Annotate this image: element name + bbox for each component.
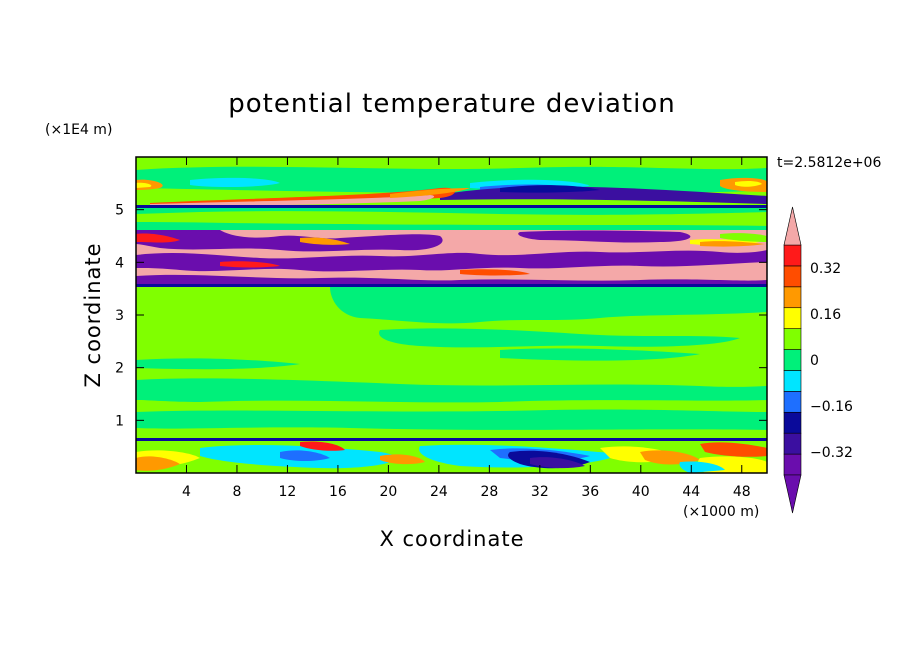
colorbar-segment (783, 370, 802, 392)
colorbar-segment (783, 328, 802, 350)
chart-title: potential temperature deviation (228, 89, 675, 119)
colorbar-label: 0 (810, 353, 819, 369)
field-body-zero-6 (500, 348, 700, 361)
x-tick-label: 36 (581, 484, 599, 500)
field-top-yellow-left (136, 182, 152, 188)
colorbar-segment (783, 391, 802, 413)
colorbar-over-arrow (783, 206, 802, 246)
x-tick-label: 16 (329, 484, 347, 500)
colorbar-segment (783, 286, 802, 309)
field-alt-purple-2 (136, 250, 767, 272)
y-axis-title: Z coordinate (81, 242, 105, 387)
x-tick-label: 48 (733, 484, 751, 500)
x-tick-label: 28 (480, 484, 498, 500)
field-low-red-1 (300, 441, 345, 451)
time-label: t=2.5812e+06 (777, 155, 881, 171)
field-alt-orange-2 (700, 241, 765, 247)
x-tick-label: 20 (379, 484, 397, 500)
field-body-zero-3 (136, 358, 300, 370)
field-top-red-streak (150, 187, 455, 206)
colorbar-segment (783, 453, 802, 476)
field-top-zero-band (136, 166, 767, 193)
field-alt-green-1 (720, 233, 767, 242)
plot-field (136, 157, 767, 473)
field-mid-green-patch (136, 211, 767, 226)
x-tick-label: 32 (531, 484, 549, 500)
x-tick-label: 24 (430, 484, 448, 500)
field-alt-orange-1 (300, 237, 350, 245)
field-low-blue-1 (280, 450, 330, 461)
colorbar-label: −0.32 (810, 445, 853, 461)
y-tick-label: 5 (115, 203, 124, 219)
field-alt-boundary (136, 284, 767, 287)
colorbar-segment (783, 244, 802, 267)
colorbar-segment (783, 349, 802, 371)
field-body-zero-1 (330, 287, 767, 324)
y-tick-label: 1 (115, 413, 124, 429)
field-alt-red-3 (460, 269, 530, 276)
x-unit-label: (×1000 m) (683, 504, 759, 520)
field-low-red-2 (700, 442, 767, 457)
field-alt-purple-4 (136, 274, 767, 286)
field-body-zero-2 (379, 328, 740, 348)
colorbar-segment (783, 307, 802, 329)
x-tick-label: 8 (232, 484, 241, 500)
field-alt-red-1 (136, 233, 180, 243)
field-top-orange-streak (390, 188, 470, 198)
field-top-pink-streak (150, 195, 435, 206)
field-low-orange-3 (640, 450, 700, 465)
y-tick-label: 2 (115, 361, 124, 377)
x-tick-label: 4 (182, 484, 191, 500)
x-axis-title: X coordinate (379, 527, 524, 551)
x-tick-label: 12 (279, 484, 297, 500)
y-axis: 1 2 3 4 5 (115, 203, 767, 429)
field-low-boundary (136, 438, 767, 441)
field-alt-purple-3 (518, 230, 691, 243)
colorbar-segment (783, 265, 802, 288)
y-tick-label: 4 (115, 255, 124, 271)
colorbar-under-arrow (783, 474, 802, 514)
colorbar-segment (783, 432, 802, 455)
colorbar: −0.32 −0.16 0 0.16 0.32 (783, 206, 853, 514)
field-low-purple (530, 457, 585, 469)
field-top-boundary (136, 205, 767, 208)
field-top-yellow-right (735, 180, 762, 187)
y-tick-label: 3 (115, 308, 124, 324)
field-top-purple-dark (500, 185, 600, 193)
field-alt-red-2 (220, 261, 280, 268)
colorbar-segment (783, 411, 802, 434)
field-low-orange-2 (380, 454, 425, 465)
colorbar-label: −0.16 (810, 399, 853, 415)
field-body-zero-4 (136, 378, 767, 403)
colorbar-label: 0.16 (810, 307, 841, 323)
field-body-zero-5 (136, 409, 767, 430)
x-tick-label: 40 (632, 484, 650, 500)
x-axis: 4 8 12 16 20 24 28 32 36 40 44 48 (182, 157, 751, 500)
field-alt-purple-1 (136, 230, 443, 252)
x-tick-label: 44 (682, 484, 700, 500)
field-top-cyan-1 (190, 177, 280, 188)
field-low-orange-1 (136, 456, 180, 471)
y-unit-label: (×1E4 m) (45, 122, 112, 138)
colorbar-label: 0.32 (810, 261, 841, 277)
